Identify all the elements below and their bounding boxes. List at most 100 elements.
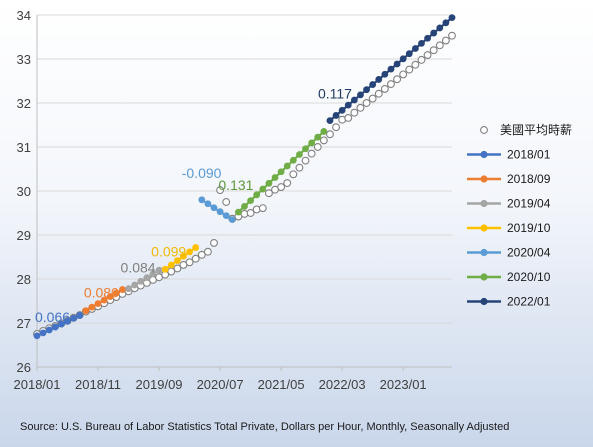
series-point — [70, 314, 78, 322]
series-point — [381, 70, 389, 78]
observed-point — [197, 250, 206, 259]
slope-label: 0.131 — [218, 177, 253, 193]
slope-label: 0.066 — [35, 309, 70, 325]
observed-point — [368, 94, 377, 103]
observed-point — [435, 41, 444, 50]
observed-point — [429, 46, 438, 55]
observed-point — [417, 55, 426, 64]
legend-label: 2018/09 — [507, 172, 551, 186]
series-point — [350, 96, 358, 104]
observed-point — [185, 258, 194, 267]
grid — [37, 14, 452, 368]
series-point — [436, 24, 444, 32]
series-point — [259, 185, 267, 193]
series-point — [58, 320, 65, 328]
slope-label: 0.080 — [84, 285, 119, 301]
series-point — [228, 216, 236, 224]
legend-marker — [480, 273, 488, 281]
series-point — [204, 200, 212, 208]
series-point — [155, 266, 163, 274]
y-tick-label: 29 — [17, 228, 31, 243]
y-tick-label: 28 — [17, 272, 31, 287]
observed-point — [277, 183, 286, 191]
observed-point — [441, 36, 450, 45]
observed-point — [362, 99, 371, 107]
series-point — [320, 128, 328, 135]
observed-point — [344, 114, 353, 122]
legend-marker — [480, 224, 488, 232]
x-tick-label: 2023/01 — [380, 377, 427, 392]
series-point — [448, 14, 456, 22]
slope-label: 0.084 — [121, 260, 156, 276]
series-point — [94, 300, 102, 308]
series-point — [277, 168, 285, 176]
observed-point — [332, 123, 340, 132]
x-tick-label: 2018/01 — [14, 377, 61, 392]
series-point — [76, 312, 84, 319]
series-point — [283, 162, 291, 170]
series-point — [399, 55, 407, 63]
series-point — [173, 257, 181, 265]
y-tick-label: 30 — [17, 184, 31, 199]
observed-point — [246, 209, 255, 217]
series-point — [100, 296, 108, 304]
series-point — [137, 277, 145, 285]
observed-point — [399, 70, 408, 79]
x-tick-label: 2018/11 — [75, 377, 121, 392]
observed-point — [289, 170, 298, 179]
observed-point — [203, 247, 212, 256]
x-tick-label: 2021/05 — [258, 377, 305, 392]
observed-point — [423, 51, 432, 59]
legend-marker — [480, 175, 488, 183]
fitted-series — [33, 14, 456, 340]
series-point — [125, 285, 132, 293]
series-point — [308, 139, 316, 147]
y-tick-label: 33 — [17, 52, 31, 67]
observed-point — [325, 130, 334, 139]
series-point — [296, 151, 303, 158]
observed-point — [173, 264, 182, 273]
observed-point — [319, 136, 328, 145]
series-point — [253, 191, 261, 199]
series-point — [289, 156, 297, 164]
series-point — [106, 293, 114, 300]
series-point — [88, 303, 96, 311]
observed-point — [301, 156, 310, 165]
series-point — [302, 145, 309, 153]
observed-series — [33, 31, 456, 338]
series-point — [314, 133, 322, 141]
series-point — [332, 112, 340, 119]
series-point — [265, 179, 273, 187]
y-tick-label: 31 — [17, 140, 31, 155]
legend-marker — [480, 248, 488, 257]
x-tick-label: 2022/03 — [319, 377, 366, 392]
observed-point — [393, 75, 402, 84]
y-tick-label: 27 — [17, 316, 31, 331]
legend-marker — [480, 297, 488, 306]
legend-label: 2022/01 — [507, 295, 551, 309]
axes: 26 27 28 29 30 31 32 33 34 2018/01 2018/11 2019/09 2… — [14, 8, 452, 392]
observed-point — [405, 65, 414, 74]
x-tick-label: 2019/09 — [136, 377, 183, 392]
observed-point — [210, 238, 218, 247]
series-point — [131, 281, 139, 289]
series-point — [161, 265, 169, 273]
series-point — [198, 196, 206, 204]
series-point — [216, 208, 224, 216]
source-note: Source: U.S. Bureau of Labor Statistics … — [20, 421, 510, 433]
series-point — [186, 248, 193, 256]
slope-label: 0.099 — [151, 243, 186, 259]
observed-point — [387, 80, 395, 89]
series-point — [143, 274, 151, 281]
series-point — [39, 329, 47, 337]
series-point — [442, 19, 450, 27]
legend: 美國平均時薪 2018/01 2018/09 2019/04 2019/10 2020/0… — [467, 123, 572, 309]
observed-point — [191, 254, 200, 263]
observed-point — [222, 198, 231, 206]
series-point — [411, 45, 419, 52]
series-point — [51, 323, 59, 331]
series-point — [363, 86, 370, 94]
observed-point — [350, 108, 359, 117]
legend-label: 2018/01 — [507, 148, 551, 162]
legend-label: 2019/10 — [507, 221, 551, 235]
